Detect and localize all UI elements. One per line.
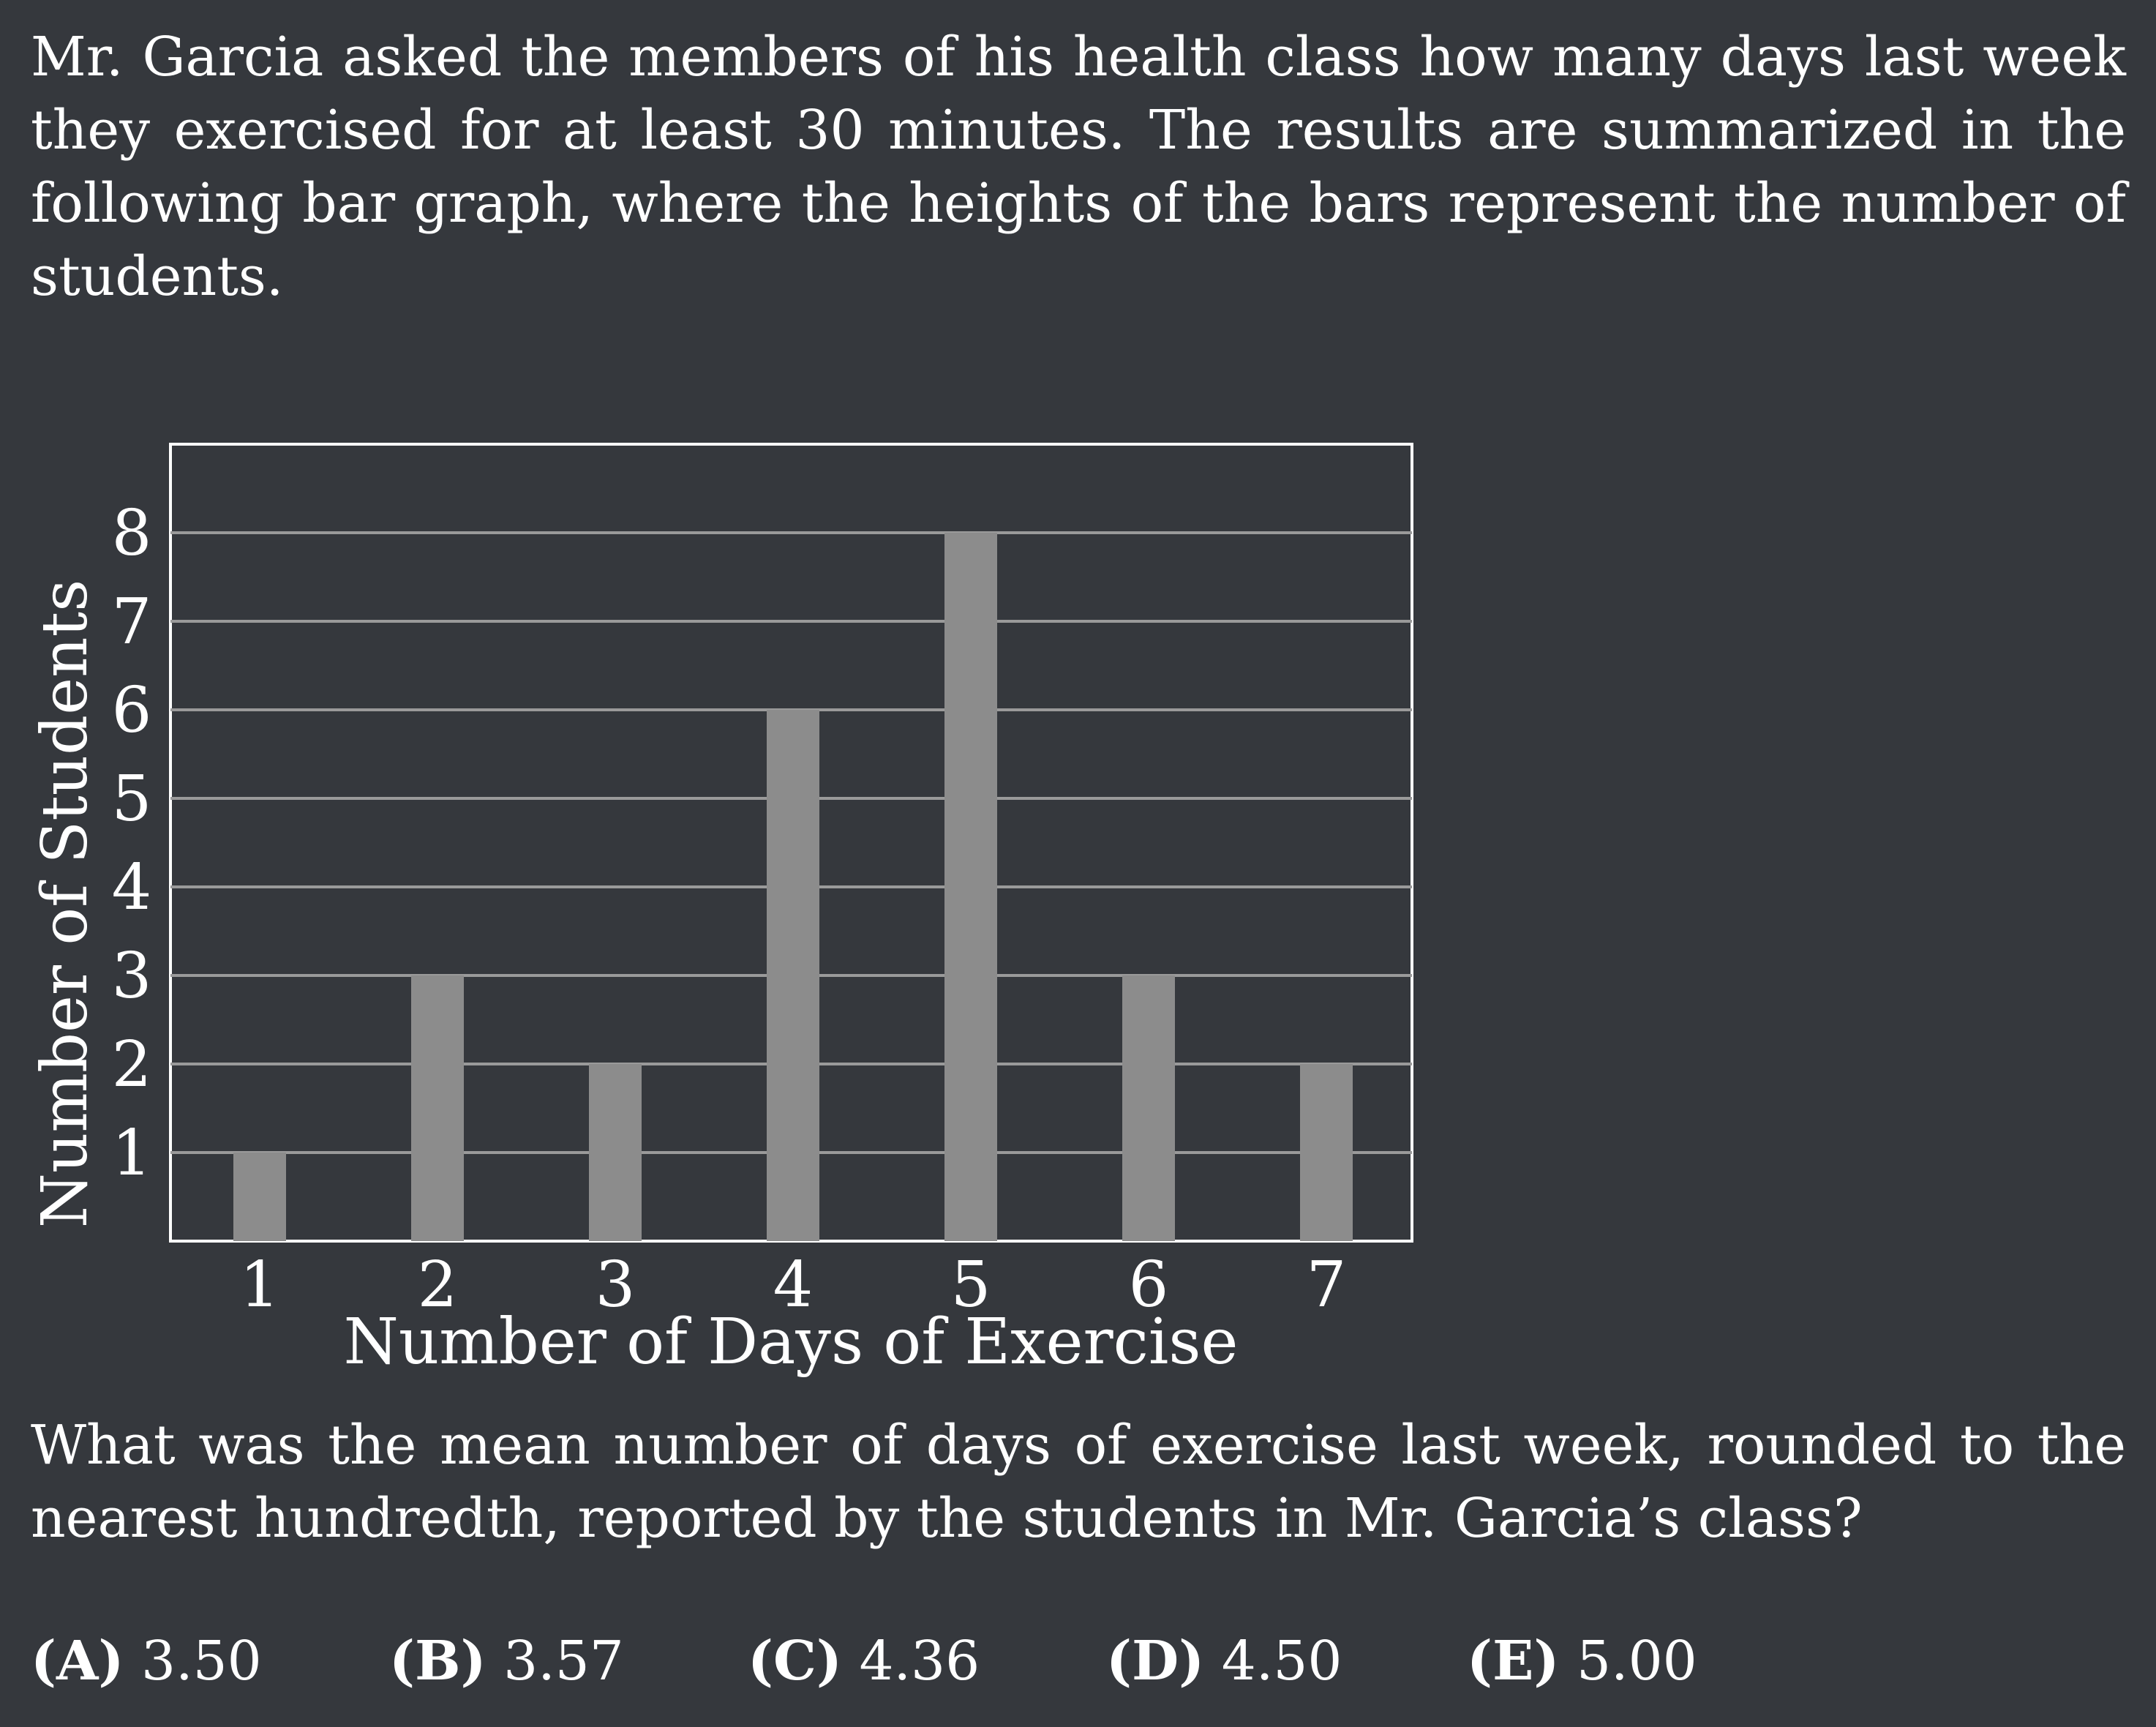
choice-e-letter: (E): [1467, 1630, 1560, 1693]
bar-7: [1300, 1064, 1353, 1241]
choice-a[interactable]: (A) 3.50: [31, 1625, 262, 1698]
choice-b[interactable]: (B) 3.57: [389, 1625, 624, 1698]
bar-4: [767, 710, 819, 1241]
choice-c[interactable]: (C) 4.36: [748, 1625, 980, 1698]
choice-c-value: 4.36: [859, 1630, 980, 1693]
x-tick-label-2: 2: [418, 1248, 458, 1322]
y-tick-label-6: 6: [112, 674, 152, 747]
y-tick-label-4: 4: [112, 851, 152, 924]
x-tick-label-7: 7: [1307, 1248, 1347, 1322]
problem-intro: Mr. Garcia asked the members of his heal…: [31, 26, 2126, 308]
y-tick-label-5: 5: [112, 763, 152, 836]
choice-d[interactable]: (D) 4.50: [1106, 1625, 1342, 1698]
bar-chart: 1 2 3 4 5 6 7 8 1 2 3 4 5 6 7 Number of Days of Exerc…: [29, 443, 1413, 1379]
choice-b-letter: (B): [389, 1630, 487, 1693]
bar-5: [944, 533, 997, 1241]
bar-2: [411, 975, 464, 1241]
choice-a-letter: (A): [31, 1630, 124, 1693]
y-tick-label-1: 1: [112, 1117, 152, 1190]
choice-a-value: 3.50: [140, 1630, 262, 1693]
choice-e-value: 5.00: [1576, 1630, 1697, 1693]
question-prompt: What was the mean number of days of exer…: [31, 1414, 2126, 1550]
x-tick-label-1: 1: [240, 1248, 280, 1322]
y-tick-label-3: 3: [112, 940, 152, 1013]
choice-d-value: 4.50: [1221, 1630, 1342, 1693]
bar-6: [1122, 975, 1175, 1241]
choice-c-letter: (C): [748, 1630, 842, 1693]
y-axis-label: Number of Students: [29, 580, 102, 1228]
choice-b-value: 3.57: [503, 1630, 624, 1693]
y-tick-label-2: 2: [112, 1028, 152, 1101]
y-tick-label-8: 8: [112, 497, 152, 570]
y-tick-label-7: 7: [112, 585, 152, 659]
bar-3: [589, 1064, 642, 1241]
x-axis-label: Number of Days of Exercise: [344, 1305, 1239, 1379]
x-tick-label-3: 3: [596, 1248, 636, 1322]
choice-d-letter: (D): [1106, 1630, 1205, 1693]
x-tick-label-6: 6: [1129, 1248, 1169, 1322]
x-tick-label-5: 5: [951, 1248, 991, 1322]
x-tick-label-4: 4: [773, 1248, 814, 1322]
bar-1: [233, 1153, 286, 1241]
choice-e[interactable]: (E) 5.00: [1467, 1625, 1697, 1698]
